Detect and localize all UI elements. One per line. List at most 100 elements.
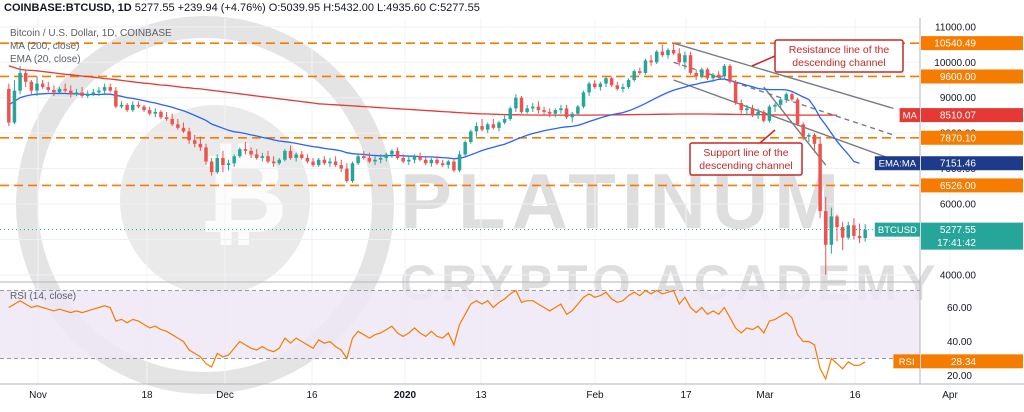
candle-body <box>209 161 214 173</box>
candle-body <box>221 157 225 166</box>
badge-value-box <box>921 108 1023 123</box>
candle-body <box>300 154 304 158</box>
candle-body <box>232 156 236 164</box>
candle-body <box>159 111 163 118</box>
candle-body <box>215 157 220 173</box>
candle-body <box>807 134 811 137</box>
candle-body <box>739 103 743 111</box>
level-badge <box>921 130 1023 145</box>
candle-body <box>559 108 563 111</box>
candle-body <box>570 113 574 118</box>
candle-body <box>784 94 789 100</box>
candle-body <box>131 104 135 111</box>
candle-body <box>497 122 501 128</box>
candle-body <box>593 83 597 88</box>
countdown-label: 17:41:42 <box>937 238 976 249</box>
descending-channel <box>673 42 894 166</box>
candle-body <box>604 78 608 84</box>
candle-body <box>621 87 625 89</box>
candle-body <box>125 104 129 111</box>
candle-body <box>643 60 648 73</box>
candle-body <box>638 71 642 73</box>
candle-body <box>531 106 535 109</box>
candle-body <box>852 225 856 236</box>
rsi-legend[interactable]: RSI (14, close) <box>10 291 77 302</box>
candle-body <box>756 111 760 116</box>
watermark-coin <box>120 105 310 295</box>
candle-body <box>57 88 62 93</box>
candle-body <box>857 235 862 239</box>
time-tick-label: Feb <box>586 390 604 401</box>
candle-body <box>114 90 118 107</box>
candle-body <box>249 150 253 155</box>
candle-body <box>378 157 383 160</box>
inner-trendline[interactable] <box>763 86 827 166</box>
candle-body <box>69 90 73 95</box>
candle-body <box>654 51 659 63</box>
candle-body <box>46 87 51 90</box>
badge-value: 5277.55 <box>940 225 977 236</box>
badge-tag <box>874 156 920 171</box>
rsi-tick-label: 20.00 <box>947 371 972 382</box>
chart-title: Bitcoin / U.S. Dollar, 1D, COINBASE <box>10 28 172 39</box>
candle-body <box>519 97 524 112</box>
candle-body <box>469 131 473 143</box>
channel-resistance-line[interactable] <box>673 42 894 110</box>
badge-tag-label: BTCUSD <box>878 225 917 236</box>
candle-body <box>474 126 479 132</box>
candle-body <box>277 159 281 164</box>
candle-body <box>683 55 687 63</box>
support-callout-line2: descending channel <box>699 160 792 172</box>
candle-body <box>238 149 242 157</box>
candle-body <box>502 118 507 123</box>
candle-body <box>790 94 794 100</box>
candle-body <box>435 159 439 164</box>
channel-midline[interactable] <box>673 61 894 136</box>
candle-body <box>542 110 546 112</box>
level-badge-value: 6526.00 <box>940 181 977 192</box>
time-tick-label: 17 <box>680 390 692 401</box>
candle-body <box>423 159 428 164</box>
candle-body <box>626 80 631 88</box>
candle-body <box>649 60 653 63</box>
candle-body <box>412 156 417 160</box>
moving-averages <box>8 65 860 164</box>
candle-body <box>85 94 90 96</box>
candle-body <box>266 156 270 162</box>
candle-body <box>322 159 327 164</box>
time-tick-label: 16 <box>306 390 318 401</box>
ema-legend[interactable]: EMA (20, close) <box>10 54 81 65</box>
candle-body <box>367 157 372 162</box>
candle-body <box>705 69 710 79</box>
ema20-line <box>8 78 860 164</box>
badge-tag-label: EMA:MA <box>879 159 917 170</box>
candle-body <box>733 81 738 104</box>
candle-body <box>187 131 191 141</box>
watermark-bitcoin-symbol: ₿ <box>198 133 288 256</box>
ma-legend[interactable]: MA (200, close) <box>10 41 80 52</box>
time-tick-label: Apr <box>942 390 958 401</box>
channel-support-line[interactable] <box>673 79 894 161</box>
candle-body <box>491 124 496 128</box>
high-label: H: <box>323 2 335 14</box>
rsi-pane <box>0 289 920 381</box>
time-tick-label: 2020 <box>394 390 417 401</box>
candle-body <box>339 165 343 169</box>
support-callout-pointer <box>759 129 776 144</box>
candle-body <box>440 163 445 166</box>
close-value: 5277.55 <box>440 2 480 14</box>
candle-body <box>170 118 174 125</box>
candle-body <box>147 110 152 114</box>
candle-body <box>283 150 287 160</box>
candle-body <box>750 108 755 116</box>
candle-body <box>390 150 394 155</box>
candle-body <box>587 83 591 93</box>
symbol-name[interactable]: COINBASE:BTCUSD, 1D <box>4 2 132 14</box>
horizontal-levels <box>0 42 920 231</box>
candle-body <box>508 108 512 119</box>
badge-tag <box>893 354 920 369</box>
candle-body <box>576 106 580 114</box>
candle-body <box>176 124 180 128</box>
candle-body <box>418 156 422 160</box>
